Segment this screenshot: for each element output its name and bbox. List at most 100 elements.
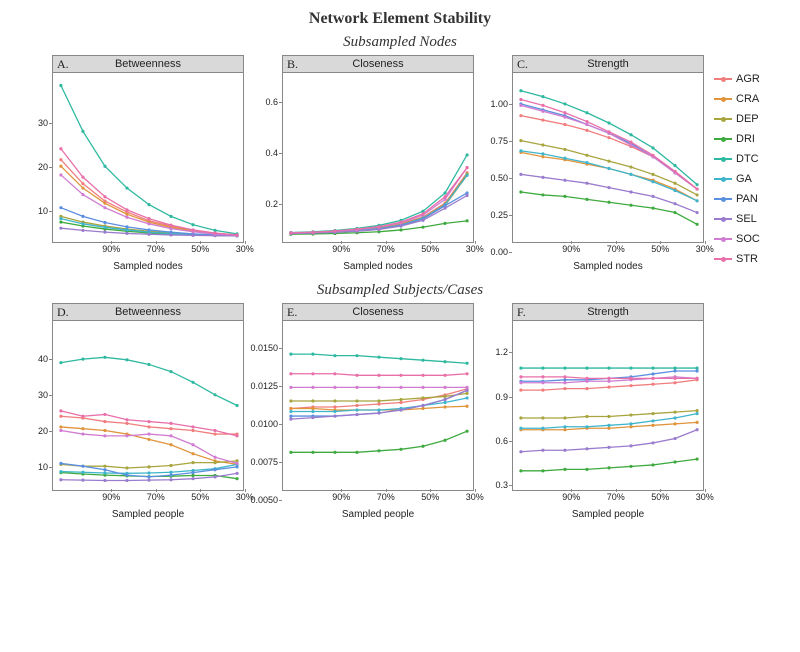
plot-area: 90%70%50%30% — [52, 321, 244, 491]
legend-item-sel: SEL — [714, 213, 784, 225]
x-tick-label: 70% — [377, 492, 395, 502]
row-top: A.Betweenness10203090%70%50%30%Sampled n… — [0, 55, 800, 272]
x-tick-label: 70% — [147, 244, 165, 254]
y-tick-label: 0.3 — [495, 480, 508, 490]
series-line-dtc — [61, 86, 237, 234]
x-axis-label: Sampled nodes — [282, 261, 474, 272]
panel-title: Strength — [587, 306, 629, 318]
legend: AGR CRA DEP DRI DTC GA PAN SEL SOC STR — [714, 55, 784, 265]
plot-wrap: 10203090%70%50%30% — [24, 73, 244, 243]
x-tick-label: 30% — [696, 244, 714, 254]
series-line-sel — [521, 174, 697, 212]
y-axis: 102030 — [24, 91, 52, 243]
legend-label: DEP — [736, 113, 759, 125]
legend-label: DTC — [736, 153, 759, 165]
y-tick-label: 0.75 — [490, 136, 508, 146]
x-tick-label: 70% — [147, 492, 165, 502]
legend-swatch — [714, 118, 732, 120]
plot-area: 90%70%50%30% — [282, 73, 474, 243]
panel-title: Betweenness — [115, 58, 181, 70]
subtitle-nodes: Subsampled Nodes — [0, 32, 800, 55]
x-tick-label: 50% — [421, 492, 439, 502]
panel-B: B.Closeness 0.2 0.4 0.6 90%70%50%30% Sampled … — [254, 55, 474, 272]
y-axis: 10203040 — [24, 339, 52, 491]
plot-wrap: 0.2 0.4 0.6 90%70%50%30% — [254, 73, 474, 243]
legend-item-dtc: DTC — [714, 153, 784, 165]
x-axis-label: Sampled nodes — [52, 261, 244, 272]
y-tick-label: 10 — [38, 206, 48, 216]
x-tick-label: 50% — [191, 492, 209, 502]
legend-swatch — [714, 98, 732, 100]
y-tick-label: 1.2 — [495, 347, 508, 357]
legend-label: AGR — [736, 73, 760, 85]
x-tick-label: 90% — [102, 492, 120, 502]
y-tick-label: 0.6 — [265, 97, 278, 107]
legend-swatch — [714, 218, 732, 220]
x-tick-label: 70% — [607, 492, 625, 502]
panel-header: E. Closeness — [282, 303, 474, 321]
panel-D: D.Betweenness1020304090%70%50%30%Sampled… — [24, 303, 244, 520]
plot-wrap: 0.000.250.500.751.0090%70%50%30% — [484, 73, 704, 243]
y-tick-label: 20 — [38, 426, 48, 436]
x-axis: 90%70%50%30% — [311, 242, 473, 258]
x-tick-label: 90% — [102, 244, 120, 254]
plot-area: 90%70%50%30% — [512, 73, 704, 243]
panel-letter: A. — [57, 57, 69, 72]
panel-C: C.Strength0.000.250.500.751.0090%70%50%3… — [484, 55, 704, 272]
legend-swatch — [714, 78, 732, 80]
x-tick-label: 90% — [562, 492, 580, 502]
x-axis-label: Sampled people — [52, 509, 244, 520]
x-axis: 90%70%50%30% — [81, 242, 243, 258]
y-axis: 0.00500.00750.01000.01250.0150 — [254, 339, 282, 491]
legend-label: SOC — [736, 233, 760, 245]
legend-item-pan: PAN — [714, 193, 784, 205]
x-axis: 90%70%50%30% — [311, 490, 473, 506]
x-axis: 90%70%50%30% — [541, 490, 703, 506]
x-tick-label: 50% — [651, 492, 669, 502]
plot-area: 90%70%50%30% — [52, 73, 244, 243]
x-tick-label: 70% — [377, 244, 395, 254]
legend-label: STR — [736, 253, 758, 265]
series-line-ga — [521, 151, 697, 201]
x-tick-label: 30% — [466, 244, 484, 254]
x-axis-label: Sampled people — [282, 509, 474, 520]
y-tick-label: 0.00 — [490, 247, 508, 257]
x-tick-label: 90% — [562, 244, 580, 254]
legend-swatch — [714, 138, 732, 140]
y-axis: 0.000.250.500.751.00 — [484, 91, 512, 243]
legend-label: PAN — [736, 193, 758, 205]
y-tick-label: 0.25 — [490, 210, 508, 220]
legend-item-cra: CRA — [714, 93, 784, 105]
y-tick-label: 10 — [38, 462, 48, 472]
legend-label: DRI — [736, 133, 755, 145]
legend-swatch — [714, 258, 732, 260]
x-tick-label: 50% — [191, 244, 209, 254]
x-tick-label: 50% — [421, 244, 439, 254]
panel-title: Closeness — [352, 306, 403, 318]
x-axis-label: Sampled people — [512, 509, 704, 520]
y-tick-label: 0.4 — [265, 148, 278, 158]
series-line-agr — [61, 416, 237, 434]
legend-item-dri: DRI — [714, 133, 784, 145]
series-line-str — [61, 411, 237, 436]
panel-letter: B. — [287, 57, 298, 72]
panel-F: F.Strength0.30.60.91.290%70%50%30%Sample… — [484, 303, 704, 520]
panel-header: D.Betweenness — [52, 303, 244, 321]
y-tick-label: 0.0150 — [250, 343, 278, 353]
y-tick-label: 1.00 — [490, 99, 508, 109]
panel-header: A. Betweenness — [52, 55, 244, 73]
y-tick-label: 40 — [38, 354, 48, 364]
panel-header: B.Closeness — [282, 55, 474, 73]
legend-item-ga: GA — [714, 173, 784, 185]
row-bottom: D.Betweenness1020304090%70%50%30%Sampled… — [0, 303, 800, 520]
legend-swatch — [714, 238, 732, 240]
y-tick-label: 0.0125 — [250, 381, 278, 391]
y-tick-label: 0.2 — [265, 199, 278, 209]
series-line-dri — [521, 192, 697, 224]
x-tick-label: 90% — [332, 244, 350, 254]
legend-swatch — [714, 158, 732, 160]
legend-item-agr: AGR — [714, 73, 784, 85]
plot-area: 90%70%50%30% — [282, 321, 474, 491]
y-tick-label: 0.0100 — [250, 419, 278, 429]
panel-letter: E. — [287, 305, 297, 320]
